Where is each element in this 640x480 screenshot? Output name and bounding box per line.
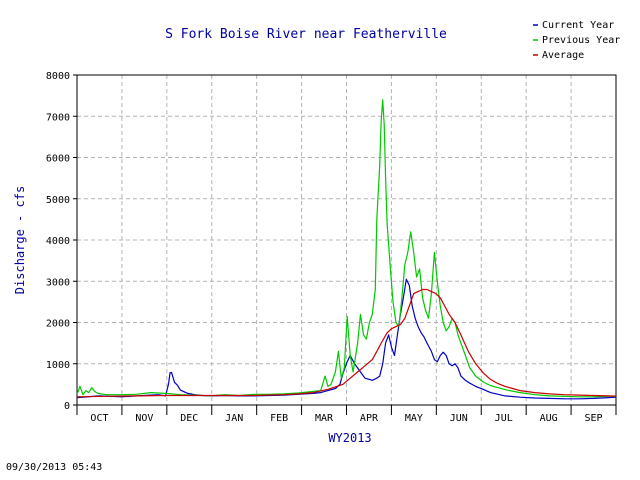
x-tick-label: JAN xyxy=(225,413,243,424)
x-tick-label: MAR xyxy=(315,413,334,424)
y-tick-label: 8000 xyxy=(46,71,70,82)
y-tick-label: 6000 xyxy=(46,154,70,165)
x-tick-label: JUN xyxy=(450,413,468,424)
x-axis: OCT NOV DEC JAN FEB MAR APR MAY JUN JUL AUG SEP xyxy=(76,405,617,424)
x-tick-label: SEP xyxy=(585,413,603,424)
grid xyxy=(77,75,616,405)
x-tick-label: APR xyxy=(360,413,379,424)
chart-title: S Fork Boise River near Featherville xyxy=(165,27,447,42)
y-tick-label: 5000 xyxy=(46,195,70,206)
legend: Current Year Previous Year Average xyxy=(533,20,620,61)
series-average-line xyxy=(76,288,617,398)
series-previous-year-line xyxy=(76,99,616,398)
y-axis-label: Discharge - cfs xyxy=(13,186,27,294)
y-tick-label: 7000 xyxy=(46,112,70,123)
y-axis: 0 1000 2000 3000 4000 5000 6000 7000 8000 xyxy=(46,71,77,412)
timestamp: 09/30/2013 05:43 xyxy=(6,462,103,473)
series-lines xyxy=(76,99,617,400)
x-axis-label: WY2013 xyxy=(328,431,371,445)
legend-label: Previous Year xyxy=(542,35,620,46)
y-tick-label: 4000 xyxy=(46,236,70,247)
x-tick-label: NOV xyxy=(135,413,153,424)
x-tick-label: MAY xyxy=(405,413,423,424)
y-tick-label: 0 xyxy=(64,401,70,412)
x-tick-label: DEC xyxy=(180,413,198,424)
y-tick-label: 3000 xyxy=(46,277,70,288)
x-tick-label: AUG xyxy=(540,413,558,424)
x-tick-label: JUL xyxy=(495,413,513,424)
legend-label: Current Year xyxy=(542,20,614,31)
legend-label: Average xyxy=(542,50,584,61)
x-tick-label: FEB xyxy=(270,413,288,424)
y-tick-label: 2000 xyxy=(46,319,70,330)
y-tick-label: 1000 xyxy=(46,360,70,371)
x-tick-label: OCT xyxy=(90,413,108,424)
